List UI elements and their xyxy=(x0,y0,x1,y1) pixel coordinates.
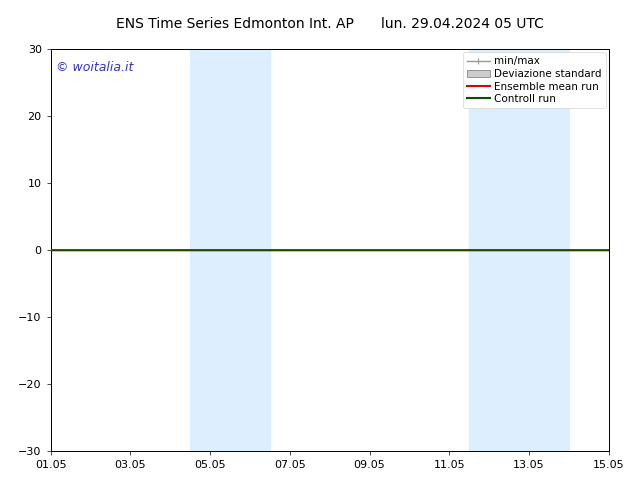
Text: ENS Time Series Edmonton Int. AP: ENS Time Series Edmonton Int. AP xyxy=(115,17,354,31)
Bar xyxy=(469,49,569,451)
Legend: min/max, Deviazione standard, Ensemble mean run, Controll run: min/max, Deviazione standard, Ensemble m… xyxy=(463,52,605,108)
Text: lun. 29.04.2024 05 UTC: lun. 29.04.2024 05 UTC xyxy=(382,17,544,31)
Text: © woitalia.it: © woitalia.it xyxy=(56,61,134,74)
Bar xyxy=(190,49,270,451)
